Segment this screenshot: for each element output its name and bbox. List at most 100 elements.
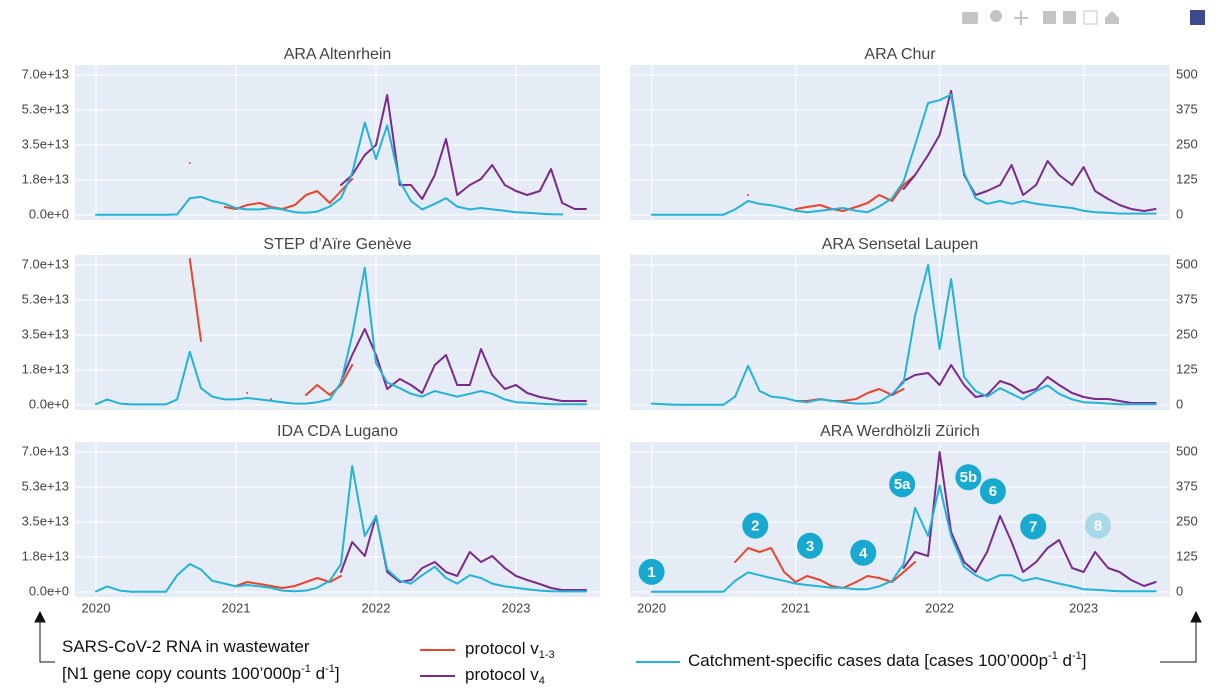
y-tick-label: 7.0e+13 (22, 443, 69, 458)
annotation-marker (850, 539, 877, 566)
annotation-label: 6 (989, 483, 997, 500)
right-arrow (1190, 610, 1202, 623)
annotation-marker (1020, 513, 1047, 540)
y-tick-label: 0.0e+0 (29, 583, 69, 598)
series-line (650, 484, 1157, 593)
text-part: protocol v (465, 639, 539, 658)
y2-tick-label: 250 (1176, 326, 1198, 341)
y2-tick-label: 0 (1176, 206, 1183, 221)
series-line (650, 93, 1157, 216)
series-line (902, 451, 1157, 587)
x-tick-label: 2022 (925, 600, 954, 615)
annotation-label: 3 (806, 538, 814, 555)
y2-tick-label: 0 (1176, 583, 1183, 598)
right-bracket (1160, 618, 1197, 663)
text-part: d (311, 664, 325, 683)
subscript: 1-3 (539, 649, 555, 661)
text-part: [N1 gene copy counts 100’000p (62, 664, 301, 683)
annotation-label: 5a (894, 476, 911, 493)
annotation-marker (1085, 512, 1111, 539)
zoom-icon[interactable] (990, 10, 1002, 22)
y2-tick-label: 500 (1176, 66, 1198, 81)
series-line (95, 121, 564, 216)
superscript: -1 (301, 663, 311, 675)
y-tick-label: 1.8e+13 (22, 171, 69, 186)
annotation-arrows (34, 610, 1202, 663)
y-tick-label: 3.5e+13 (22, 513, 69, 528)
annotation-label: 5b (960, 469, 978, 486)
panel-title: ARA Werdhölzli Zürich (820, 423, 980, 440)
panel-title: IDA CDA Lugano (277, 423, 398, 440)
x-tick-label: 2023 (1069, 600, 1098, 615)
y2-tick-label: 250 (1176, 513, 1198, 528)
y-tick-label: 0.0e+0 (29, 206, 69, 221)
y2-tick-label: 500 (1176, 443, 1198, 458)
superscript: -1 (1072, 650, 1082, 662)
panel-title: STEP d’Aïre Genève (263, 236, 411, 253)
annotation-marker (797, 532, 823, 559)
annotation-marker (955, 464, 982, 491)
text-part: protocol v (465, 665, 539, 684)
series-line (340, 94, 587, 210)
annotation-marker (979, 478, 1006, 505)
text-part: SARS-CoV-2 RNA in wastewater (62, 637, 310, 656)
plot-background (75, 255, 600, 410)
legend-label: protocol v1-3 (465, 639, 555, 660)
legend-label: protocol v4 (465, 665, 545, 686)
zoom-out-icon[interactable] (1063, 11, 1076, 24)
x-tick-label: 2020 (637, 600, 666, 615)
y-tick-label: 3.5e+13 (22, 326, 69, 341)
zoom-in-icon[interactable] (1043, 11, 1056, 24)
plot-background (75, 65, 600, 220)
y-tick-label: 5.3e+13 (22, 478, 69, 493)
y2-tick-label: 125 (1176, 361, 1198, 376)
subscript: 4 (539, 675, 545, 687)
toolbar (962, 10, 1205, 25)
series-line (747, 174, 917, 212)
y-axis-label: SARS-CoV-2 RNA in wastewater (62, 637, 310, 656)
series-line (235, 575, 342, 589)
y-tick-label: 1.8e+13 (22, 548, 69, 563)
series-line (188, 162, 354, 210)
x-tick-label: 2021 (222, 600, 251, 615)
series-line (95, 465, 587, 593)
y-tick-label: 5.3e+13 (22, 101, 69, 116)
annotation-label: 1 (647, 564, 655, 581)
y2-tick-label: 125 (1176, 171, 1198, 186)
x-tick-label: 2020 (82, 600, 111, 615)
plotly-logo[interactable] (1190, 10, 1205, 25)
text-part: ] (335, 664, 340, 683)
annotation-marker (889, 471, 916, 498)
legend-label: Catchment-specific cases data [cases 100… (688, 650, 1087, 671)
series-line (902, 90, 1157, 212)
panel-title: ARA Chur (864, 46, 936, 63)
text-part: ] (1082, 651, 1087, 670)
text-part: Catchment-specific cases data [cases 100… (688, 651, 1048, 670)
annotation-label: 4 (859, 545, 868, 562)
y2-tick-label: 125 (1176, 548, 1198, 563)
y-tick-label: 7.0e+13 (22, 256, 69, 271)
y-tick-label: 7.0e+13 (22, 66, 69, 81)
y2-tick-label: 0 (1176, 396, 1183, 411)
autoscale-icon[interactable] (1083, 10, 1098, 25)
superscript: -1 (325, 663, 335, 675)
series-line (891, 364, 1157, 404)
reset-icon[interactable] (1105, 11, 1119, 24)
annotation-label: 8 (1094, 518, 1102, 535)
camera-icon[interactable] (962, 12, 978, 24)
y-tick-label: 5.3e+13 (22, 291, 69, 306)
left-arrow (34, 610, 46, 623)
y2-tick-label: 375 (1176, 101, 1198, 116)
y2-tick-label: 375 (1176, 291, 1198, 306)
series-line (650, 264, 1157, 406)
panel-title: ARA Altenrhein (284, 46, 392, 63)
y-tick-label: 0.0e+0 (29, 396, 69, 411)
x-tick-label: 2021 (781, 600, 810, 615)
left-bracket (39, 618, 55, 663)
text-part: d (1058, 651, 1072, 670)
pan-icon[interactable] (1014, 11, 1028, 25)
annotation-marker (742, 512, 769, 539)
series-line (95, 266, 587, 406)
x-tick-label: 2022 (362, 600, 391, 615)
